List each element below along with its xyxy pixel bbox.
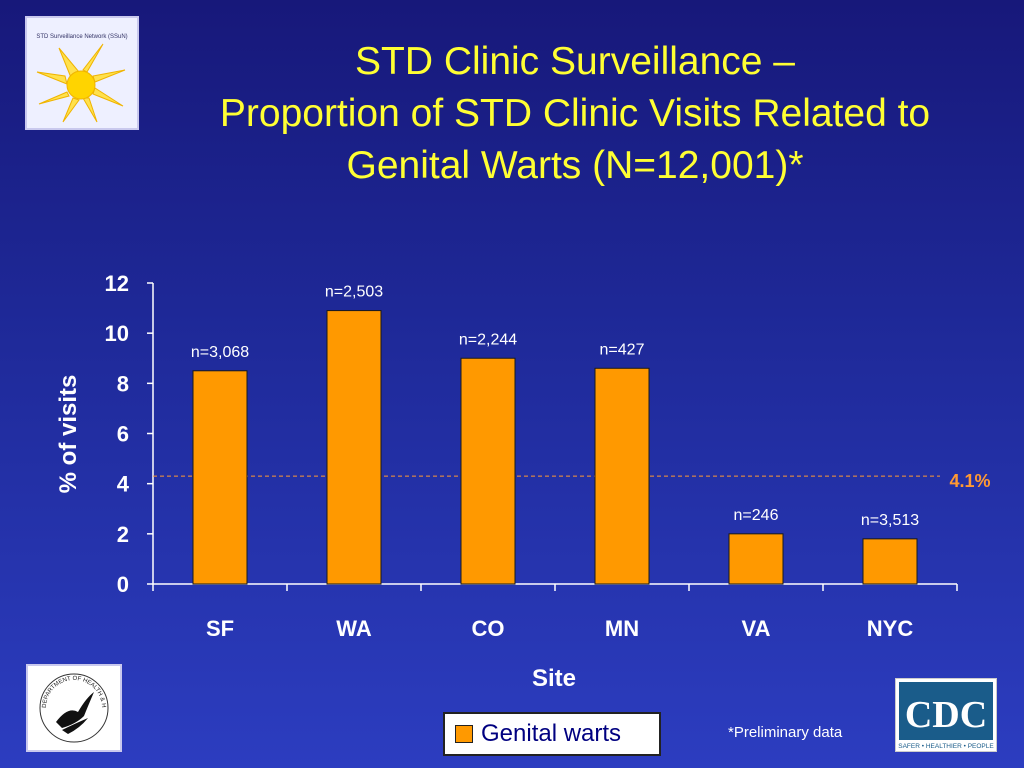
title-line-1: STD Clinic Surveillance – [355, 40, 795, 83]
svg-text:DEPARTMENT OF HEALTH & HUMAN S: DEPARTMENT OF HEALTH & HUMAN SERVICES • … [28, 666, 106, 708]
bar-nyc [862, 538, 918, 585]
y-tick-label: 4 [117, 472, 130, 497]
legend-label: Genital warts [481, 720, 622, 747]
cdc-logo: CDC SAFER • HEALTHIER • PEOPLE [895, 678, 997, 752]
y-tick-label: 8 [117, 371, 129, 396]
data-label-sf: n=3,068 [191, 344, 249, 361]
x-tick-label-mn: MN [605, 616, 639, 641]
chart-legend: Genital warts [443, 712, 661, 756]
bar-va [728, 533, 784, 585]
ssun-logo-text: STD Surveillance Network (SSuN) [36, 34, 127, 40]
bar-sf [192, 370, 248, 585]
reference-line-label: 4.1% [949, 471, 990, 491]
ssun-logo: STD Surveillance Network (SSuN) [25, 16, 139, 130]
data-label-co: n=2,244 [459, 331, 517, 348]
sun-icon: STD Surveillance Network (SSuN) [27, 18, 137, 128]
hhs-logo: DEPARTMENT OF HEALTH & HUMAN SERVICES • … [26, 662, 122, 752]
hhs-logo-text: DEPARTMENT OF HEALTH & HUMAN SERVICES • … [26, 662, 107, 708]
y-tick-label: 0 [117, 572, 129, 597]
y-tick-label: 12 [105, 271, 129, 296]
y-tick-label: 10 [105, 321, 129, 346]
bar-mn [594, 367, 650, 585]
bar-co [460, 357, 516, 585]
data-label-mn: n=427 [600, 341, 645, 358]
y-tick-label: 6 [117, 422, 129, 447]
x-tick-label-wa: WA [336, 616, 372, 641]
page-title: STD Clinic Surveillance – Proportion of … [150, 36, 1000, 192]
data-label-nyc: n=3,513 [861, 512, 919, 529]
y-axis-title: % of visits [55, 375, 82, 494]
x-tick-label-co: CO [472, 616, 505, 641]
legend-swatch [455, 725, 473, 743]
cdc-icon: CDC SAFER • HEALTHIER • PEOPLE [898, 682, 994, 750]
x-tick-label-sf: SF [206, 616, 234, 641]
y-tick-label: 2 [117, 522, 129, 547]
title-line-3: Genital Warts (N=12,001)* [346, 144, 804, 187]
x-tick-label-va: VA [742, 616, 771, 641]
x-axis-title: Site [532, 665, 576, 692]
bar-wa [326, 310, 382, 585]
data-label-va: n=246 [734, 507, 779, 524]
cdc-logo-text: CDC [905, 694, 987, 736]
data-label-wa: n=2,503 [325, 284, 383, 301]
footnote: *Preliminary data [728, 724, 843, 741]
x-tick-label-nyc: NYC [867, 616, 914, 641]
cdc-tagline: SAFER • HEALTHIER • PEOPLE [898, 743, 994, 750]
eagle-icon: DEPARTMENT OF HEALTH & HUMAN SERVICES • … [26, 662, 109, 743]
title-line-2: Proportion of STD Clinic Visits Related … [219, 92, 931, 135]
